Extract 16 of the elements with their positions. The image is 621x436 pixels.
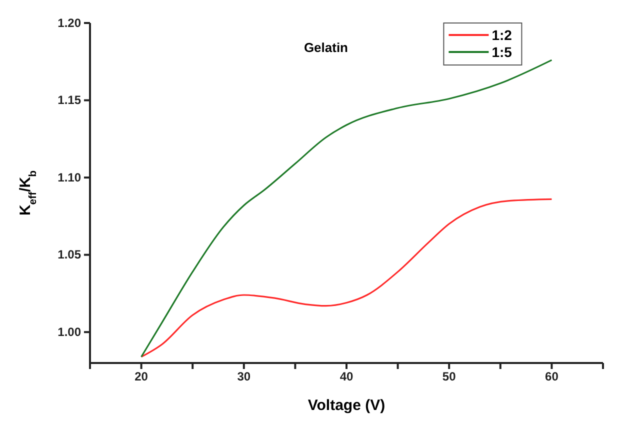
y-tick-label: 1.05 — [58, 248, 82, 262]
legend-label: 1:5 — [492, 44, 512, 60]
x-tick-label: 20 — [134, 370, 148, 384]
line-series — [140, 198, 552, 358]
x-tick-label: 60 — [545, 370, 559, 384]
annotation: Gelatin — [304, 40, 348, 55]
x-tick-label: 50 — [442, 370, 456, 384]
y-tick-label: 1.10 — [58, 170, 82, 184]
x-tick-label: 40 — [340, 370, 354, 384]
y-tick-label: 1.20 — [58, 16, 82, 30]
y-tick-label: 1.15 — [58, 93, 82, 108]
line-series — [140, 59, 552, 358]
x-tick-label: 30 — [237, 370, 251, 384]
y-tick-label: 1.00 — [58, 324, 82, 339]
legend-label: 1:2 — [492, 27, 512, 43]
x-axis-title: Voltage (V) — [308, 397, 386, 414]
